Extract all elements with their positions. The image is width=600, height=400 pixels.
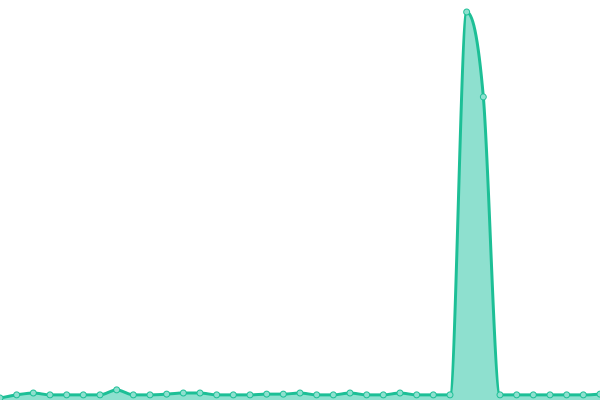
data-point-22 (363, 391, 371, 399)
data-point-31 (513, 391, 521, 399)
data-point-10 (163, 390, 171, 398)
data-point-19 (313, 391, 321, 399)
data-point-0 (0, 394, 4, 400)
series-line (0, 10, 600, 400)
data-point-8 (129, 391, 137, 399)
data-point-4 (63, 391, 71, 399)
data-point-3 (46, 391, 54, 399)
data-point-14 (229, 391, 237, 399)
data-point-13 (213, 391, 221, 399)
data-point-15 (246, 391, 254, 399)
data-point-7 (113, 386, 121, 394)
data-point-20 (329, 391, 337, 399)
data-point-28 (463, 8, 471, 16)
data-point-6 (96, 391, 104, 399)
data-point-1 (13, 391, 21, 399)
data-point-12 (196, 389, 204, 397)
data-point-36 (596, 390, 600, 398)
data-point-5 (79, 391, 87, 399)
data-point-30 (496, 391, 504, 399)
data-point-9 (146, 391, 154, 399)
data-point-25 (413, 391, 421, 399)
data-point-24 (396, 389, 404, 397)
data-point-35 (579, 391, 587, 399)
data-point-27 (446, 391, 454, 399)
data-point-11 (179, 389, 187, 397)
data-point-23 (379, 391, 387, 399)
series-area (0, 12, 600, 400)
data-point-34 (563, 391, 571, 399)
data-points (0, 8, 600, 400)
data-point-16 (263, 390, 271, 398)
data-point-33 (546, 391, 554, 399)
data-point-21 (346, 389, 354, 397)
data-point-2 (29, 389, 37, 397)
data-point-29 (479, 93, 487, 101)
data-point-18 (296, 389, 304, 397)
data-point-17 (279, 390, 287, 398)
data-point-32 (529, 391, 537, 399)
data-point-26 (429, 391, 437, 399)
